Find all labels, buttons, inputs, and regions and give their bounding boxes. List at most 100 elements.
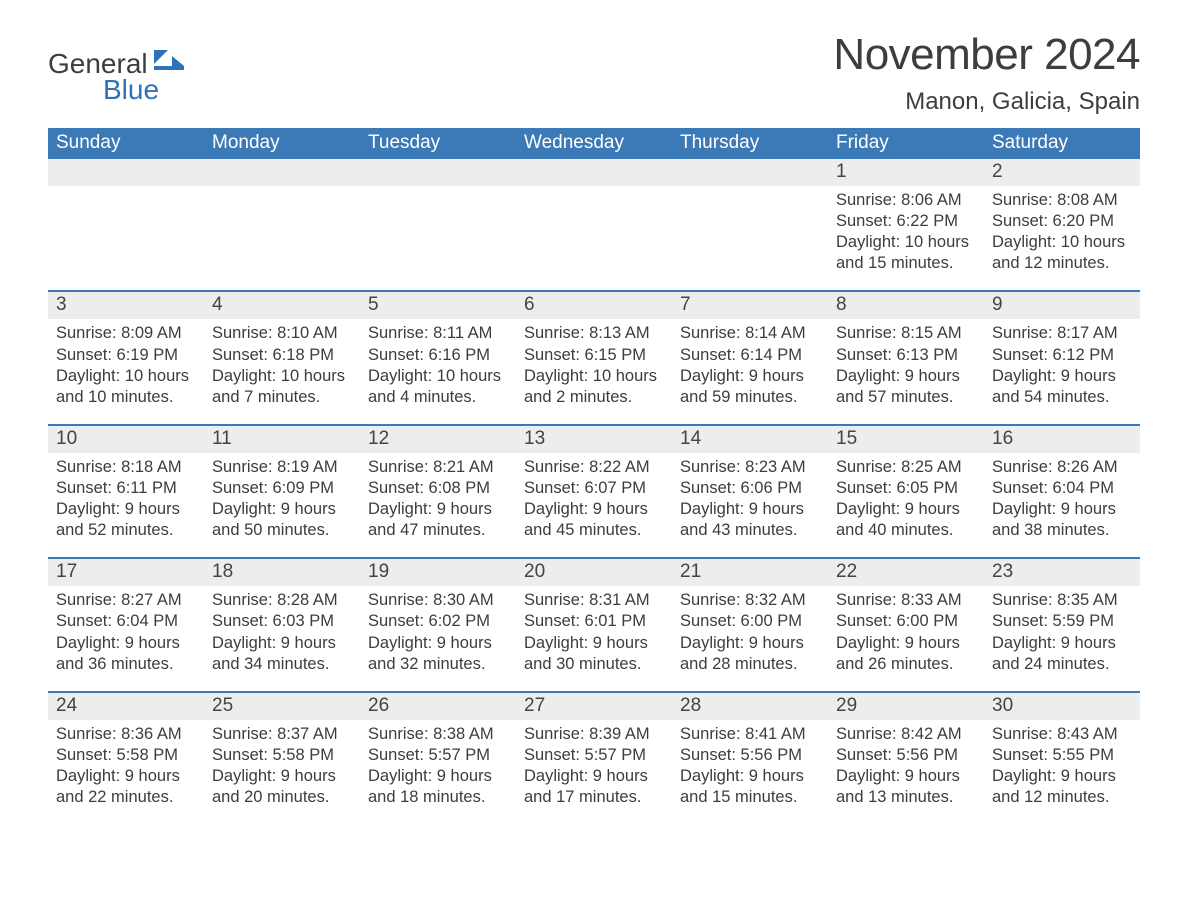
day-body: Sunrise: 8:32 AMSunset: 6:00 PMDaylight:… <box>672 586 822 674</box>
daylight-text: Daylight: 9 hours and 38 minutes. <box>992 499 1126 541</box>
daylight-text: Daylight: 9 hours and 30 minutes. <box>524 633 658 675</box>
day-number: 1 <box>828 159 984 186</box>
daylight-text: Daylight: 9 hours and 57 minutes. <box>836 366 970 408</box>
daylight-text: Daylight: 9 hours and 20 minutes. <box>212 766 346 808</box>
day-number: 26 <box>360 693 516 720</box>
day-body: Sunrise: 8:38 AMSunset: 5:57 PMDaylight:… <box>360 720 510 808</box>
daylight-text: Daylight: 9 hours and 52 minutes. <box>56 499 190 541</box>
day-number-empty <box>516 159 672 186</box>
sunrise-text: Sunrise: 8:41 AM <box>680 724 814 745</box>
sunrise-text: Sunrise: 8:10 AM <box>212 323 346 344</box>
day-cell: 14Sunrise: 8:23 AMSunset: 6:06 PMDayligh… <box>672 426 828 557</box>
day-cell: 15Sunrise: 8:25 AMSunset: 6:05 PMDayligh… <box>828 426 984 557</box>
sunset-text: Sunset: 6:18 PM <box>212 345 346 366</box>
day-number: 11 <box>204 426 360 453</box>
sunrise-text: Sunrise: 8:42 AM <box>836 724 970 745</box>
day-body: Sunrise: 8:26 AMSunset: 6:04 PMDaylight:… <box>984 453 1134 541</box>
dow-row: Sunday Monday Tuesday Wednesday Thursday… <box>48 128 1140 159</box>
day-body: Sunrise: 8:42 AMSunset: 5:56 PMDaylight:… <box>828 720 978 808</box>
month-title: November 2024 <box>833 30 1140 80</box>
weeks-container: 1Sunrise: 8:06 AMSunset: 6:22 PMDaylight… <box>48 159 1140 824</box>
daylight-text: Daylight: 9 hours and 43 minutes. <box>680 499 814 541</box>
title-block: November 2024 Manon, Galicia, Spain <box>833 30 1140 116</box>
day-cell <box>360 159 516 290</box>
day-number: 13 <box>516 426 672 453</box>
day-body: Sunrise: 8:06 AMSunset: 6:22 PMDaylight:… <box>828 186 978 274</box>
week-row: 24Sunrise: 8:36 AMSunset: 5:58 PMDayligh… <box>48 691 1140 824</box>
day-body: Sunrise: 8:18 AMSunset: 6:11 PMDaylight:… <box>48 453 198 541</box>
day-body: Sunrise: 8:36 AMSunset: 5:58 PMDaylight:… <box>48 720 198 808</box>
logo-text-wrap: General Blue <box>48 50 184 106</box>
sunrise-text: Sunrise: 8:38 AM <box>368 724 502 745</box>
day-number: 25 <box>204 693 360 720</box>
day-number: 10 <box>48 426 204 453</box>
sunrise-text: Sunrise: 8:15 AM <box>836 323 970 344</box>
day-body: Sunrise: 8:33 AMSunset: 6:00 PMDaylight:… <box>828 586 978 674</box>
sunset-text: Sunset: 5:56 PM <box>680 745 814 766</box>
week-row: 1Sunrise: 8:06 AMSunset: 6:22 PMDaylight… <box>48 159 1140 290</box>
sunrise-text: Sunrise: 8:35 AM <box>992 590 1126 611</box>
day-body: Sunrise: 8:21 AMSunset: 6:08 PMDaylight:… <box>360 453 510 541</box>
day-body: Sunrise: 8:15 AMSunset: 6:13 PMDaylight:… <box>828 319 978 407</box>
sunrise-text: Sunrise: 8:22 AM <box>524 457 658 478</box>
sunset-text: Sunset: 6:22 PM <box>836 211 970 232</box>
day-cell <box>516 159 672 290</box>
sunset-text: Sunset: 6:05 PM <box>836 478 970 499</box>
day-body: Sunrise: 8:10 AMSunset: 6:18 PMDaylight:… <box>204 319 354 407</box>
day-cell: 30Sunrise: 8:43 AMSunset: 5:55 PMDayligh… <box>984 693 1140 824</box>
day-cell <box>48 159 204 290</box>
daylight-text: Daylight: 9 hours and 36 minutes. <box>56 633 190 675</box>
sunrise-text: Sunrise: 8:06 AM <box>836 190 970 211</box>
sunset-text: Sunset: 5:56 PM <box>836 745 970 766</box>
sunset-text: Sunset: 5:58 PM <box>56 745 190 766</box>
sunrise-text: Sunrise: 8:36 AM <box>56 724 190 745</box>
day-number-empty <box>48 159 204 186</box>
day-number: 29 <box>828 693 984 720</box>
sunset-text: Sunset: 5:57 PM <box>524 745 658 766</box>
daylight-text: Daylight: 9 hours and 13 minutes. <box>836 766 970 808</box>
day-body: Sunrise: 8:08 AMSunset: 6:20 PMDaylight:… <box>984 186 1134 274</box>
day-cell: 27Sunrise: 8:39 AMSunset: 5:57 PMDayligh… <box>516 693 672 824</box>
sunset-text: Sunset: 6:11 PM <box>56 478 190 499</box>
daylight-text: Daylight: 9 hours and 26 minutes. <box>836 633 970 675</box>
dow-tuesday: Tuesday <box>360 128 516 159</box>
day-cell: 23Sunrise: 8:35 AMSunset: 5:59 PMDayligh… <box>984 559 1140 690</box>
daylight-text: Daylight: 9 hours and 50 minutes. <box>212 499 346 541</box>
sunset-text: Sunset: 6:06 PM <box>680 478 814 499</box>
daylight-text: Daylight: 9 hours and 17 minutes. <box>524 766 658 808</box>
day-body: Sunrise: 8:09 AMSunset: 6:19 PMDaylight:… <box>48 319 198 407</box>
day-cell: 24Sunrise: 8:36 AMSunset: 5:58 PMDayligh… <box>48 693 204 824</box>
day-body: Sunrise: 8:43 AMSunset: 5:55 PMDaylight:… <box>984 720 1134 808</box>
day-number: 15 <box>828 426 984 453</box>
day-cell: 13Sunrise: 8:22 AMSunset: 6:07 PMDayligh… <box>516 426 672 557</box>
sunset-text: Sunset: 6:09 PM <box>212 478 346 499</box>
day-cell <box>204 159 360 290</box>
day-body: Sunrise: 8:22 AMSunset: 6:07 PMDaylight:… <box>516 453 666 541</box>
day-cell: 8Sunrise: 8:15 AMSunset: 6:13 PMDaylight… <box>828 292 984 423</box>
daylight-text: Daylight: 10 hours and 7 minutes. <box>212 366 346 408</box>
day-body: Sunrise: 8:11 AMSunset: 6:16 PMDaylight:… <box>360 319 510 407</box>
day-body: Sunrise: 8:31 AMSunset: 6:01 PMDaylight:… <box>516 586 666 674</box>
day-cell: 20Sunrise: 8:31 AMSunset: 6:01 PMDayligh… <box>516 559 672 690</box>
day-body: Sunrise: 8:35 AMSunset: 5:59 PMDaylight:… <box>984 586 1134 674</box>
daylight-text: Daylight: 9 hours and 59 minutes. <box>680 366 814 408</box>
day-cell: 5Sunrise: 8:11 AMSunset: 6:16 PMDaylight… <box>360 292 516 423</box>
dow-wednesday: Wednesday <box>516 128 672 159</box>
sunset-text: Sunset: 6:07 PM <box>524 478 658 499</box>
day-body: Sunrise: 8:27 AMSunset: 6:04 PMDaylight:… <box>48 586 198 674</box>
sunrise-text: Sunrise: 8:14 AM <box>680 323 814 344</box>
day-number: 9 <box>984 292 1140 319</box>
daylight-text: Daylight: 9 hours and 54 minutes. <box>992 366 1126 408</box>
daylight-text: Daylight: 9 hours and 12 minutes. <box>992 766 1126 808</box>
day-cell: 18Sunrise: 8:28 AMSunset: 6:03 PMDayligh… <box>204 559 360 690</box>
daylight-text: Daylight: 9 hours and 32 minutes. <box>368 633 502 675</box>
daylight-text: Daylight: 10 hours and 15 minutes. <box>836 232 970 274</box>
day-number-empty <box>204 159 360 186</box>
day-body: Sunrise: 8:25 AMSunset: 6:05 PMDaylight:… <box>828 453 978 541</box>
day-cell: 6Sunrise: 8:13 AMSunset: 6:15 PMDaylight… <box>516 292 672 423</box>
sunrise-text: Sunrise: 8:13 AM <box>524 323 658 344</box>
day-cell: 11Sunrise: 8:19 AMSunset: 6:09 PMDayligh… <box>204 426 360 557</box>
daylight-text: Daylight: 9 hours and 47 minutes. <box>368 499 502 541</box>
logo-flag-icon <box>154 50 184 75</box>
sunset-text: Sunset: 5:57 PM <box>368 745 502 766</box>
